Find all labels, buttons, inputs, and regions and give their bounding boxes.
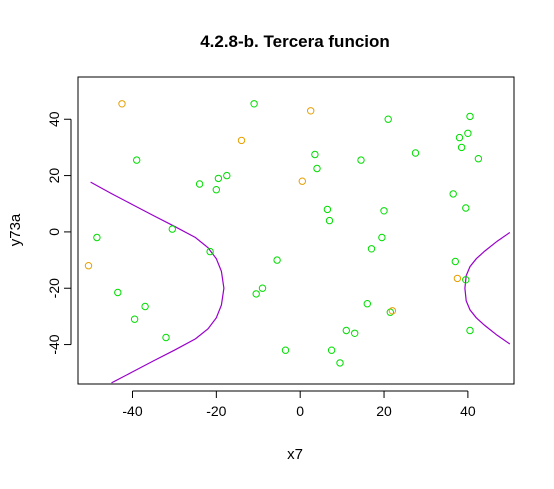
green-point (252, 290, 260, 298)
y-tick-label: 20 (46, 168, 62, 184)
green-point (451, 257, 459, 266)
green-point (455, 133, 464, 142)
green-point (114, 288, 122, 297)
x-tick-label: 0 (296, 403, 304, 419)
green-point (342, 326, 350, 335)
green-point (367, 245, 376, 253)
green-point (462, 276, 470, 284)
x-tick-label: -20 (206, 403, 226, 419)
green-point (311, 150, 319, 159)
y-axis: -40 -20 0 20 40 (46, 111, 72, 355)
curve-layer (90, 181, 511, 384)
green-point (384, 115, 392, 123)
plot-frame (77, 76, 515, 385)
x-tick-label: -40 (122, 403, 142, 419)
x-tick-label: 20 (376, 403, 392, 419)
boundary-curve (90, 181, 225, 384)
boundary-curve (464, 232, 511, 345)
green-point (250, 100, 258, 108)
green-point (351, 329, 359, 337)
green-point (449, 190, 457, 198)
chart-title: 4.2.8-b. Tercera funcion (200, 32, 390, 51)
y-tick-label: 40 (46, 111, 62, 127)
green-point (336, 359, 344, 367)
orange-point (307, 107, 315, 115)
orange-point (453, 274, 462, 283)
orange-point (84, 262, 93, 270)
y-axis-label: y73a (7, 213, 24, 246)
green-point (313, 164, 321, 173)
green-point (273, 256, 281, 264)
green-point (474, 155, 483, 163)
green-point (363, 300, 371, 308)
green-point (357, 156, 365, 164)
green-point (93, 233, 101, 242)
green-point (141, 302, 149, 311)
green-point (466, 112, 474, 121)
orange-point (298, 177, 306, 185)
points-layer (84, 100, 483, 367)
green-point (258, 284, 267, 292)
green-point (325, 216, 334, 225)
y-tick-label: -40 (46, 334, 62, 354)
green-point (411, 149, 420, 157)
green-point (380, 207, 388, 215)
green-point (195, 180, 204, 188)
y-tick-label: 0 (46, 228, 62, 236)
orange-point (388, 307, 397, 315)
x-tick-label: 40 (460, 403, 476, 419)
y-tick-label: -20 (46, 278, 62, 298)
green-point (323, 205, 332, 214)
green-point (130, 315, 139, 323)
green-point (133, 156, 141, 164)
green-point (281, 346, 290, 354)
green-point (162, 333, 170, 342)
green-point (462, 204, 470, 212)
x-axis-label: x7 (287, 446, 303, 463)
green-point (457, 143, 466, 152)
green-point (168, 225, 177, 233)
orange-point (237, 136, 246, 145)
orange-point (118, 100, 126, 108)
green-point (386, 308, 394, 316)
green-point (466, 326, 474, 335)
green-point (206, 247, 214, 256)
x-axis: -40 -20 0 20 40 (122, 390, 476, 419)
green-point (327, 346, 336, 354)
green-point (223, 171, 231, 180)
green-point (378, 233, 386, 242)
green-point (214, 174, 223, 183)
green-point (464, 129, 472, 138)
green-point (212, 186, 221, 194)
